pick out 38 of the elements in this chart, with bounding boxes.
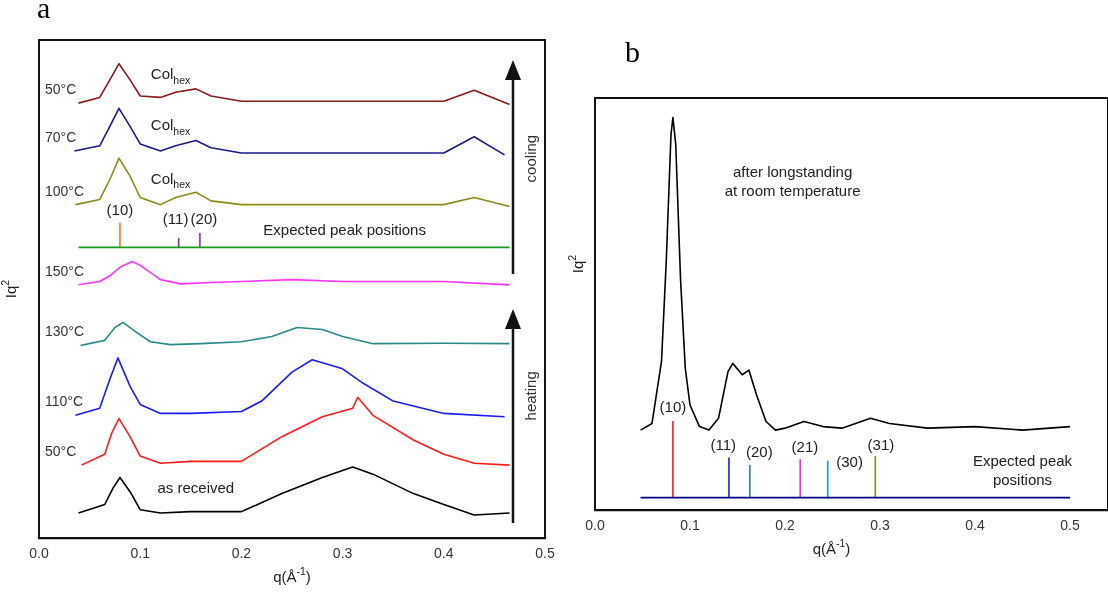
annotation: Expected peak positions — [263, 221, 426, 239]
x-tick-label: 0.3 — [332, 545, 353, 562]
y-axis-title: Iq2 — [0, 279, 20, 299]
series-label: 150°C — [45, 262, 85, 279]
series-label: 50°C — [45, 80, 77, 97]
series-label: 70°C — [45, 128, 77, 145]
y-axis-title: Iq2 — [565, 254, 587, 274]
x-tick-label: 0.2 — [231, 545, 252, 562]
series-label: 100°C — [45, 182, 85, 199]
x-tick-label: 0.1 — [680, 517, 700, 534]
series-label: 50°C — [45, 442, 77, 459]
x-tick-label: 0.0 — [585, 517, 605, 534]
annotation: (20) — [190, 210, 218, 228]
x-tick-label: 0.4 — [434, 545, 454, 562]
annotation: cooling — [521, 134, 539, 183]
annotation: (20) — [746, 443, 773, 461]
x-tick-label: 0.4 — [965, 517, 985, 534]
annotation: heating — [521, 371, 539, 421]
annotation: (10) — [106, 200, 134, 218]
annotation: as received — [157, 478, 235, 496]
x-tick-label: 0.3 — [870, 517, 890, 534]
annotation: Expected peak positions — [972, 451, 1073, 488]
chart-title: b — [625, 35, 640, 68]
x-tick-label: 0.0 — [29, 545, 49, 562]
x-tick-label: 0.2 — [775, 517, 795, 534]
annotation: after longstanding at room temperature — [724, 163, 861, 200]
annotation: (10) — [659, 398, 687, 416]
series-label: 110°C — [45, 393, 84, 410]
x-tick-label: 0.5 — [1060, 517, 1080, 534]
x-tick-label: 0.5 — [535, 545, 555, 562]
series-label: 130°C — [45, 323, 85, 340]
annotation: (11) — [162, 210, 189, 228]
chart-title: a — [37, 0, 51, 24]
annotation: (21) — [791, 437, 819, 455]
annotation: (31) — [867, 435, 895, 453]
annotation: (30) — [836, 453, 863, 471]
annotation: (11) — [710, 435, 737, 453]
x-tick-label: 0.1 — [130, 545, 151, 562]
